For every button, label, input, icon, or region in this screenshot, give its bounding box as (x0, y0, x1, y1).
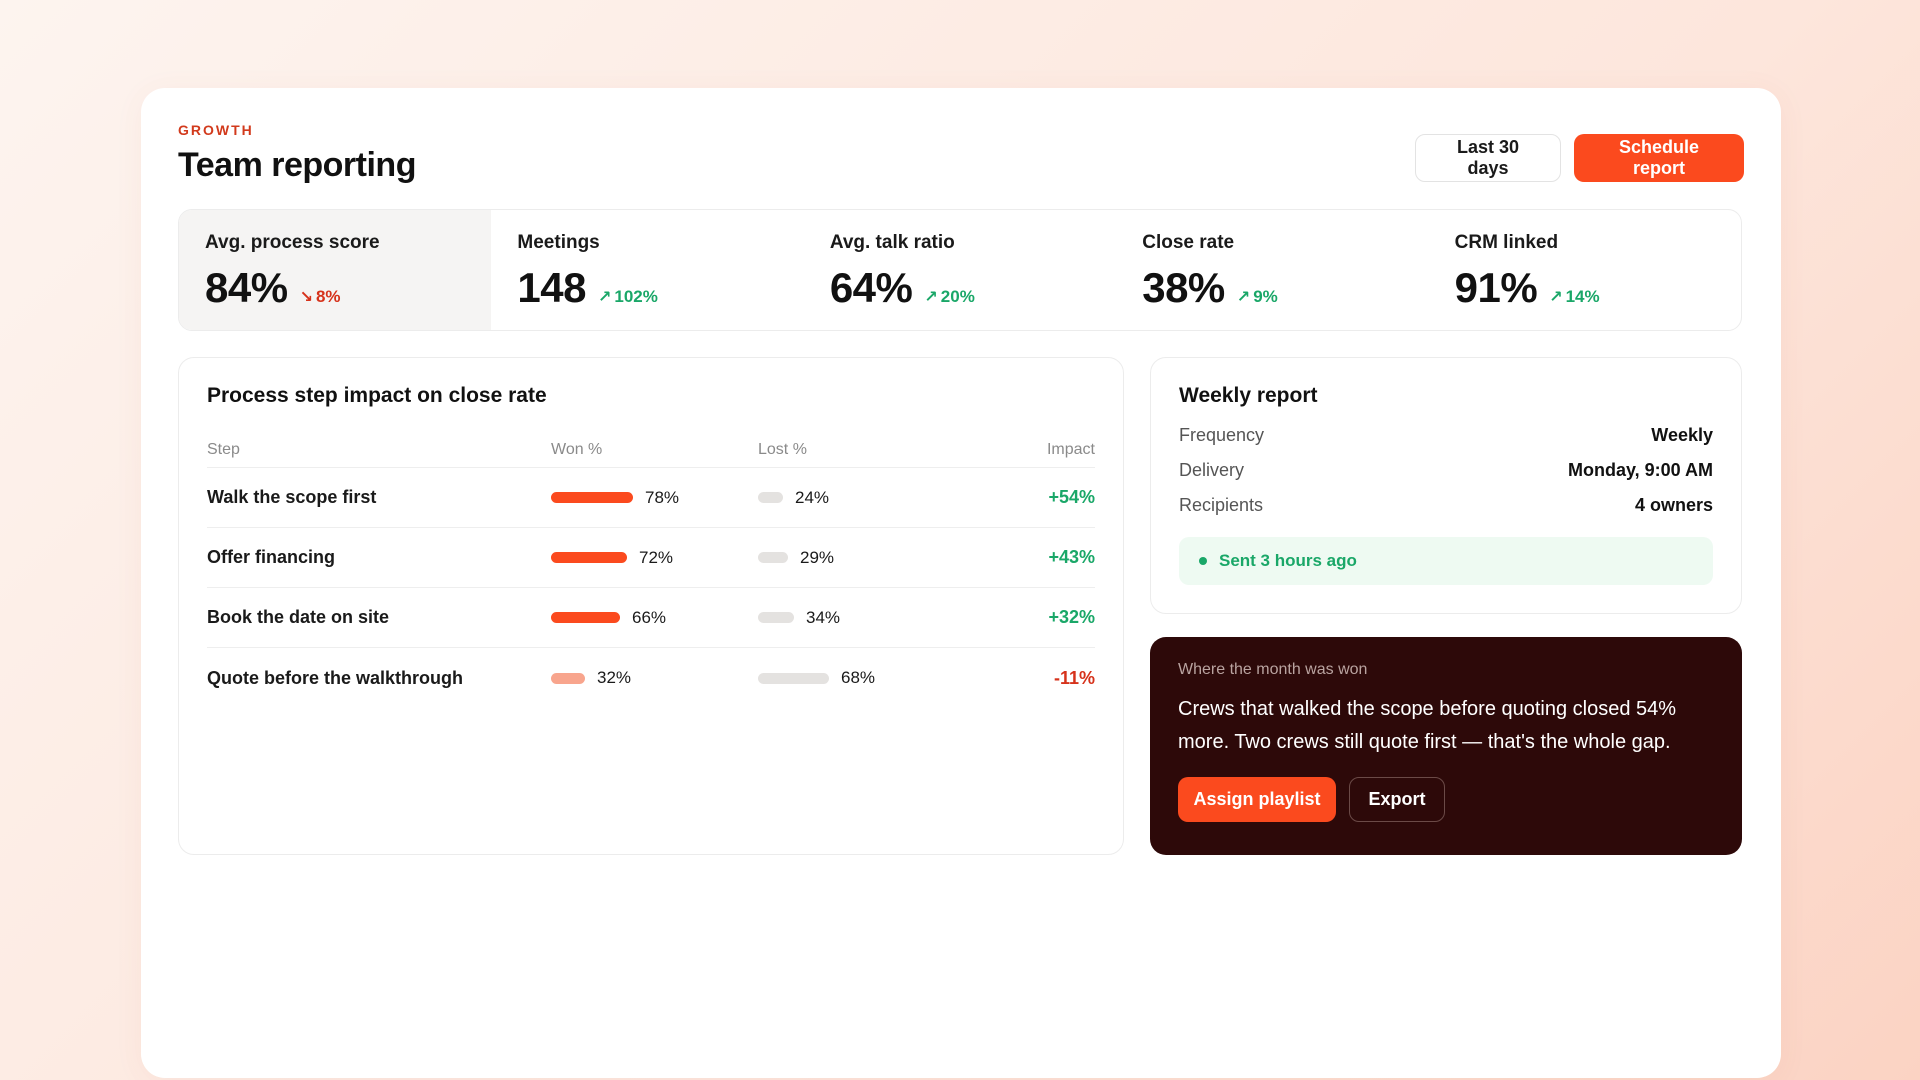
won-bar (551, 612, 620, 623)
step-name: Walk the scope first (207, 487, 377, 507)
step-name: Book the date on site (207, 607, 390, 627)
insight-actions: Assign playlist Export (1178, 777, 1714, 822)
kpi-delta-value: 9% (1253, 287, 1278, 306)
impact-value: +54% (1048, 487, 1095, 507)
lost-percent: 34% (806, 607, 841, 627)
impact-value: -11% (1053, 667, 1095, 688)
kpi-value: 38% (1142, 264, 1225, 311)
insight-panel: Where the month was won Crews that walke… (1150, 637, 1742, 855)
kpi-meetings[interactable]: Meetings 148 ↗ 102% (491, 210, 803, 330)
kpi-delta: ↗ 20% (924, 287, 974, 307)
won-percent: 78% (645, 487, 680, 507)
header-actions: Last 30 days Schedule report (1415, 134, 1744, 182)
arrow-up-right-icon: ↗ (1549, 289, 1563, 306)
kpi-value: 84% (205, 264, 288, 311)
table-row[interactable]: Book the date on site 66% 34% +32% (207, 588, 1095, 648)
kpi-delta-value: 14% (1565, 287, 1600, 306)
won-bar (551, 492, 633, 503)
weekly-report-panel: Weekly report Frequency Weekly Delivery … (1150, 357, 1742, 614)
arrow-up-right-icon: ↗ (597, 289, 612, 306)
sent-status-banner: Sent 3 hours ago (1179, 537, 1713, 585)
kpi-delta: ↗ 14% (1549, 287, 1599, 307)
setting-value: Monday, 9:00 AM (1567, 460, 1713, 480)
insight-eyebrow: Where the month was won (1178, 661, 1368, 678)
won-bar (551, 552, 627, 563)
table-header: Step Won % Lost % Impact (207, 432, 1095, 468)
page-header: GROWTH Team reporting Last 30 days Sched… (178, 122, 1744, 192)
arrow-up-right-icon: ↗ (1236, 289, 1251, 306)
status-dot-icon (1199, 557, 1207, 565)
status-text: Sent 3 hours ago (1219, 551, 1357, 570)
kpi-label: Meetings (517, 232, 600, 253)
kpi-delta-value: 20% (940, 287, 975, 306)
kpi-label: CRM linked (1454, 232, 1559, 253)
section-eyebrow: GROWTH (178, 122, 254, 138)
setting-delivery: Delivery Monday, 9:00 AM (1179, 453, 1713, 488)
kpi-value: 148 (517, 264, 586, 311)
schedule-report-button[interactable]: Schedule report (1574, 134, 1744, 182)
setting-key: Recipients (1179, 495, 1264, 515)
kpi-delta: ↗ 102% (598, 287, 658, 307)
report-card: GROWTH Team reporting Last 30 days Sched… (141, 88, 1781, 1078)
won-percent: 32% (597, 668, 632, 687)
column-header-impact: Impact (1046, 440, 1095, 458)
setting-frequency: Frequency Weekly (1179, 418, 1713, 453)
setting-key: Frequency (1179, 425, 1265, 445)
process-impact-panel: Process step impact on close rate Step W… (178, 357, 1124, 855)
arrow-down-right-icon: ↘ (299, 289, 313, 306)
step-name: Offer financing (207, 547, 336, 567)
lost-bar (758, 672, 829, 684)
kpi-label: Avg. talk ratio (829, 232, 955, 253)
arrow-up-right-icon: ↗ (924, 289, 938, 306)
setting-value: 4 owners (1634, 495, 1713, 515)
step-name: Quote before the walkthrough (207, 667, 464, 688)
won-percent: 72% (639, 547, 674, 567)
setting-recipients: Recipients 4 owners (1179, 488, 1713, 523)
insight-text: Crews that walked the scope before quoti… (1178, 698, 1677, 753)
kpi-strip: Avg. process score 84% ↘ 8% Meetings 148… (178, 209, 1742, 331)
won-percent: 66% (632, 607, 667, 627)
kpi-value: 91% (1454, 264, 1538, 311)
export-button[interactable]: Export (1349, 777, 1445, 822)
kpi-value: 64% (829, 264, 913, 311)
kpi-avg-talk-ratio[interactable]: Avg. talk ratio 64% ↗ 20% (804, 210, 1116, 330)
lost-percent: 24% (795, 487, 830, 507)
column-header-step: Step (207, 440, 240, 458)
won-bar (551, 672, 585, 684)
impact-value: +43% (1048, 547, 1095, 567)
lost-bar (758, 552, 788, 563)
kpi-crm-linked[interactable]: CRM linked 91% ↗ 14% (1429, 210, 1741, 330)
kpi-label: Avg. process score (205, 232, 380, 253)
process-table: Step Won % Lost % Impact Walk the scope … (207, 432, 1095, 708)
date-range-button[interactable]: Last 30 days (1415, 134, 1561, 182)
kpi-delta-value: 102% (614, 287, 658, 306)
table-row[interactable]: Offer financing 72% 29% +43% (207, 528, 1095, 588)
setting-value: Weekly (1651, 425, 1713, 445)
panel-title: Process step impact on close rate (207, 384, 547, 407)
lost-bar (758, 492, 783, 503)
lost-percent: 29% (800, 547, 835, 567)
assign-playlist-button[interactable]: Assign playlist (1178, 777, 1336, 822)
kpi-avg-process-score[interactable]: Avg. process score 84% ↘ 8% (179, 210, 492, 330)
table-row[interactable]: Walk the scope first 78% 24% +54% (207, 468, 1095, 528)
kpi-close-rate[interactable]: Close rate 38% ↗ 9% (1116, 210, 1428, 330)
impact-value: +32% (1048, 607, 1095, 627)
panel-title: Weekly report (1179, 384, 1318, 407)
lost-percent: 68% (841, 668, 876, 687)
kpi-delta: ↗ 9% (1237, 287, 1278, 307)
lost-bar (758, 612, 794, 623)
report-settings-list: Frequency Weekly Delivery Monday, 9:00 A… (1179, 418, 1713, 523)
kpi-delta-value: 8% (315, 287, 341, 306)
setting-key: Delivery (1179, 460, 1245, 480)
column-header-won: Won % (551, 440, 603, 458)
table-row[interactable]: Quote before the walkthrough 32% 68% -11… (207, 648, 1095, 708)
page-title: Team reporting (178, 146, 416, 184)
kpi-delta: ↘ 8% (300, 287, 341, 307)
column-header-lost: Lost % (758, 440, 807, 458)
kpi-label: Close rate (1142, 232, 1235, 253)
